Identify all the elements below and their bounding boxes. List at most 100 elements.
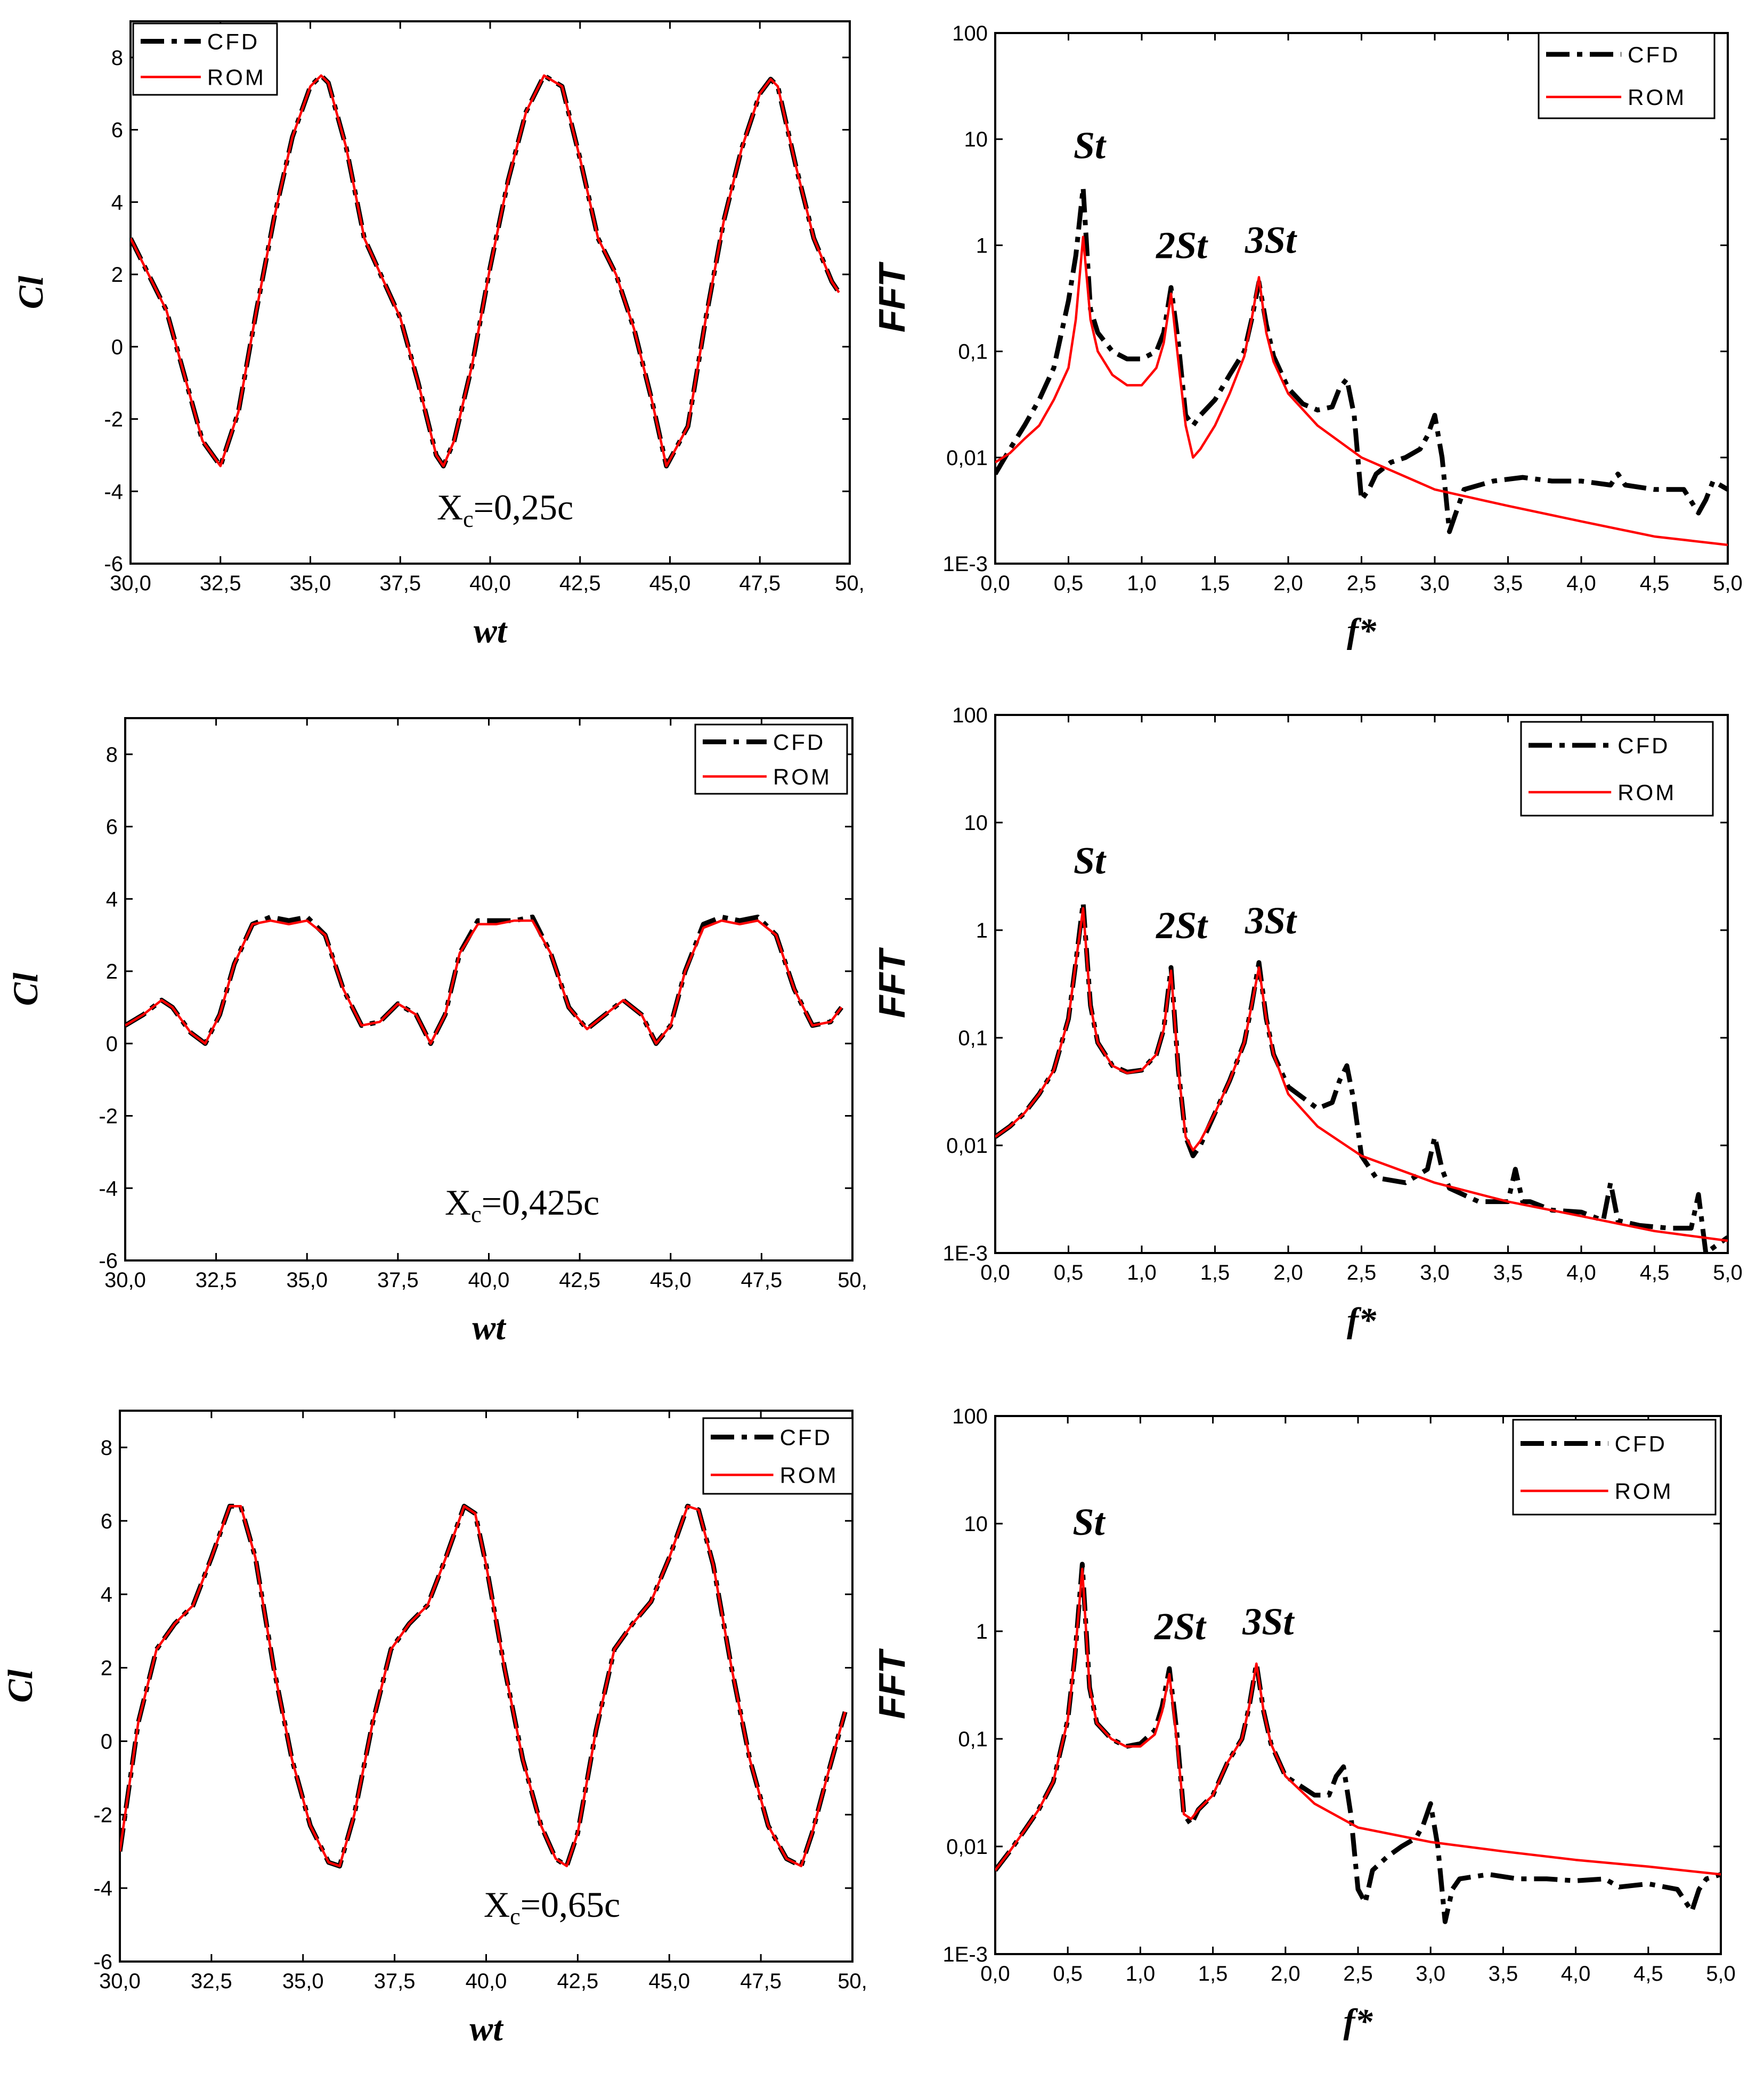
- peak-label: St: [1074, 839, 1107, 882]
- x-tick-label: 32,5: [196, 1268, 237, 1292]
- legend-label-cfd: CFD: [207, 29, 259, 54]
- y-tick-label: 100: [952, 704, 988, 727]
- y-tick-label: 100: [952, 22, 988, 45]
- panel-fft-Xc-0.65c: 0,0 0,5 1,0 1,5 2,0 2,5 3,0 3,5 4,0 4,5 5,0 1E-3 0,0…: [871, 1405, 1736, 2041]
- series-rom-line: [131, 74, 840, 468]
- panel-fft-Xc-0.425c: 0,0 0,5 1,0 1,5 2,0 2,5 3,0 3,5 4,0 4,5 5,0 1E-3 0,0…: [871, 704, 1743, 1340]
- y-tick-label: 2: [111, 263, 123, 287]
- legend: CFD ROM: [132, 22, 278, 96]
- plot-frame: [124, 717, 853, 1262]
- x-tick-label: 40,0: [466, 1970, 507, 1993]
- x-tick-label: 1,5: [1200, 1261, 1230, 1284]
- legend-label-cfd: CFD: [780, 1425, 832, 1450]
- peak-label: 3St: [1245, 218, 1297, 261]
- legend-box: [1512, 1419, 1717, 1516]
- x-tick-label: 47,5: [739, 572, 781, 595]
- plot-frame: [129, 20, 851, 565]
- y-tick-label: 0,1: [958, 1728, 988, 1751]
- series-cfd-line: [995, 185, 1728, 534]
- legend-box: [702, 1417, 853, 1495]
- panel-fft-Xc-0.25c: 0,0 0,5 1,0 1,5 2,0 2,5 3,0 3,5 4,0 4,5 5,0 1E-3 0,0…: [871, 22, 1743, 650]
- position-annotation: Xc=0,25c: [437, 487, 573, 532]
- y-axis-label: FFT: [871, 1648, 913, 1720]
- x-tick-label: 32,5: [200, 572, 241, 595]
- x-tick-label: 4,5: [1640, 572, 1670, 595]
- legend-label-rom: ROM: [207, 65, 266, 90]
- peak-label: 3St: [1245, 899, 1297, 942]
- legend-box: [1520, 721, 1714, 817]
- x-tick-label: 42,5: [559, 572, 601, 595]
- x-tick-label: 3,5: [1493, 572, 1523, 595]
- x-tick-label: 45,0: [649, 572, 691, 595]
- x-tick-label: 42,5: [557, 1970, 598, 1993]
- series-rom-line: [120, 1504, 847, 1868]
- legend-label-rom: ROM: [1617, 780, 1676, 805]
- y-tick-label: 8: [101, 1436, 112, 1460]
- y-tick-label: 1: [976, 234, 988, 257]
- x-axis-label: wt: [472, 1308, 506, 1347]
- y-tick-label: 6: [101, 1510, 112, 1533]
- y-tick-label: 10: [964, 128, 988, 151]
- y-tick-label: 4: [111, 191, 123, 214]
- x-tick-label: 42,5: [559, 1268, 600, 1292]
- y-axis-label: Cl: [12, 275, 51, 309]
- x-tick-label: 2,0: [1273, 1261, 1303, 1284]
- x-tick-label: 2,5: [1347, 1261, 1377, 1284]
- x-axis-label: wt: [474, 612, 508, 650]
- x-tick-label: 5,0: [1713, 1261, 1743, 1284]
- y-tick-label: 6: [111, 119, 123, 142]
- x-tick-label: 1,0: [1127, 572, 1157, 595]
- legend-box: [132, 22, 278, 96]
- position-annotation: Xc=0,425c: [445, 1182, 599, 1227]
- x-tick-label: 32,5: [191, 1970, 232, 1993]
- y-tick-label: 4: [106, 888, 118, 911]
- x-tick-label: 0,0: [980, 1261, 1010, 1284]
- y-tick-label: -6: [99, 1249, 118, 1273]
- x-tick-label: 3,0: [1420, 572, 1450, 595]
- y-tick-label: 1E-3: [943, 1943, 988, 1966]
- y-tick-label: -4: [93, 1877, 112, 1900]
- y-tick-label: 0,01: [946, 446, 988, 470]
- panel-time-Xc-0.65c: 30,0 32,5 35,0 37,5 40,0 42,5 45,0 47,5 50, -6 -4 -…: [1, 1410, 867, 2048]
- legend-label-cfd: CFD: [773, 730, 825, 755]
- y-tick-label: 100: [952, 1405, 988, 1428]
- peak-label: 2St: [1156, 224, 1208, 267]
- x-tick-label: 2,0: [1273, 572, 1303, 595]
- y-tick-label: 0,01: [946, 1835, 988, 1859]
- x-tick-label: 3,5: [1489, 1962, 1518, 1986]
- x-axis-label: f*: [1347, 612, 1377, 650]
- y-axis-label: Cl: [6, 972, 45, 1006]
- x-tick-label: 37,5: [374, 1970, 416, 1993]
- x-axis-label: f*: [1344, 2002, 1373, 2041]
- legend-label-cfd: CFD: [1628, 42, 1680, 67]
- series-cfd-line: [995, 900, 1728, 1253]
- x-tick-label: 37,5: [377, 1268, 419, 1292]
- series-rom-line: [125, 919, 843, 1045]
- series-cfd-line: [125, 914, 844, 1046]
- legend-label-rom: ROM: [1615, 1479, 1673, 1504]
- x-tick-label: 37,5: [379, 572, 421, 595]
- y-tick-label: -2: [99, 1105, 118, 1128]
- x-tick-label: 35,0: [286, 1268, 328, 1292]
- legend-label-cfd: CFD: [1617, 733, 1670, 758]
- x-tick-label: 0,5: [1053, 1962, 1083, 1986]
- x-tick-label: 47,5: [740, 1970, 782, 1993]
- x-tick-label: 1,0: [1126, 1962, 1156, 1986]
- x-tick-label: 3,0: [1420, 1261, 1450, 1284]
- legend-label-cfd: CFD: [1615, 1431, 1667, 1457]
- x-tick-label: 47,5: [741, 1268, 782, 1292]
- y-tick-label: -6: [93, 1950, 112, 1974]
- y-tick-label: 0: [101, 1730, 112, 1753]
- x-tick-label: 4,5: [1640, 1261, 1670, 1284]
- x-tick-label: 50,: [838, 1268, 867, 1292]
- x-axis-label: wt: [469, 2009, 503, 2048]
- legend: CFD ROM: [702, 1417, 853, 1495]
- peak-label: St: [1074, 124, 1107, 167]
- series-rom-line: [995, 907, 1728, 1242]
- y-tick-label: 1E-3: [943, 1242, 988, 1265]
- y-tick-label: 1E-3: [943, 552, 988, 576]
- y-tick-label: 4: [101, 1583, 112, 1607]
- y-tick-label: 0: [106, 1032, 118, 1056]
- x-tick-label: 2,5: [1343, 1962, 1373, 1986]
